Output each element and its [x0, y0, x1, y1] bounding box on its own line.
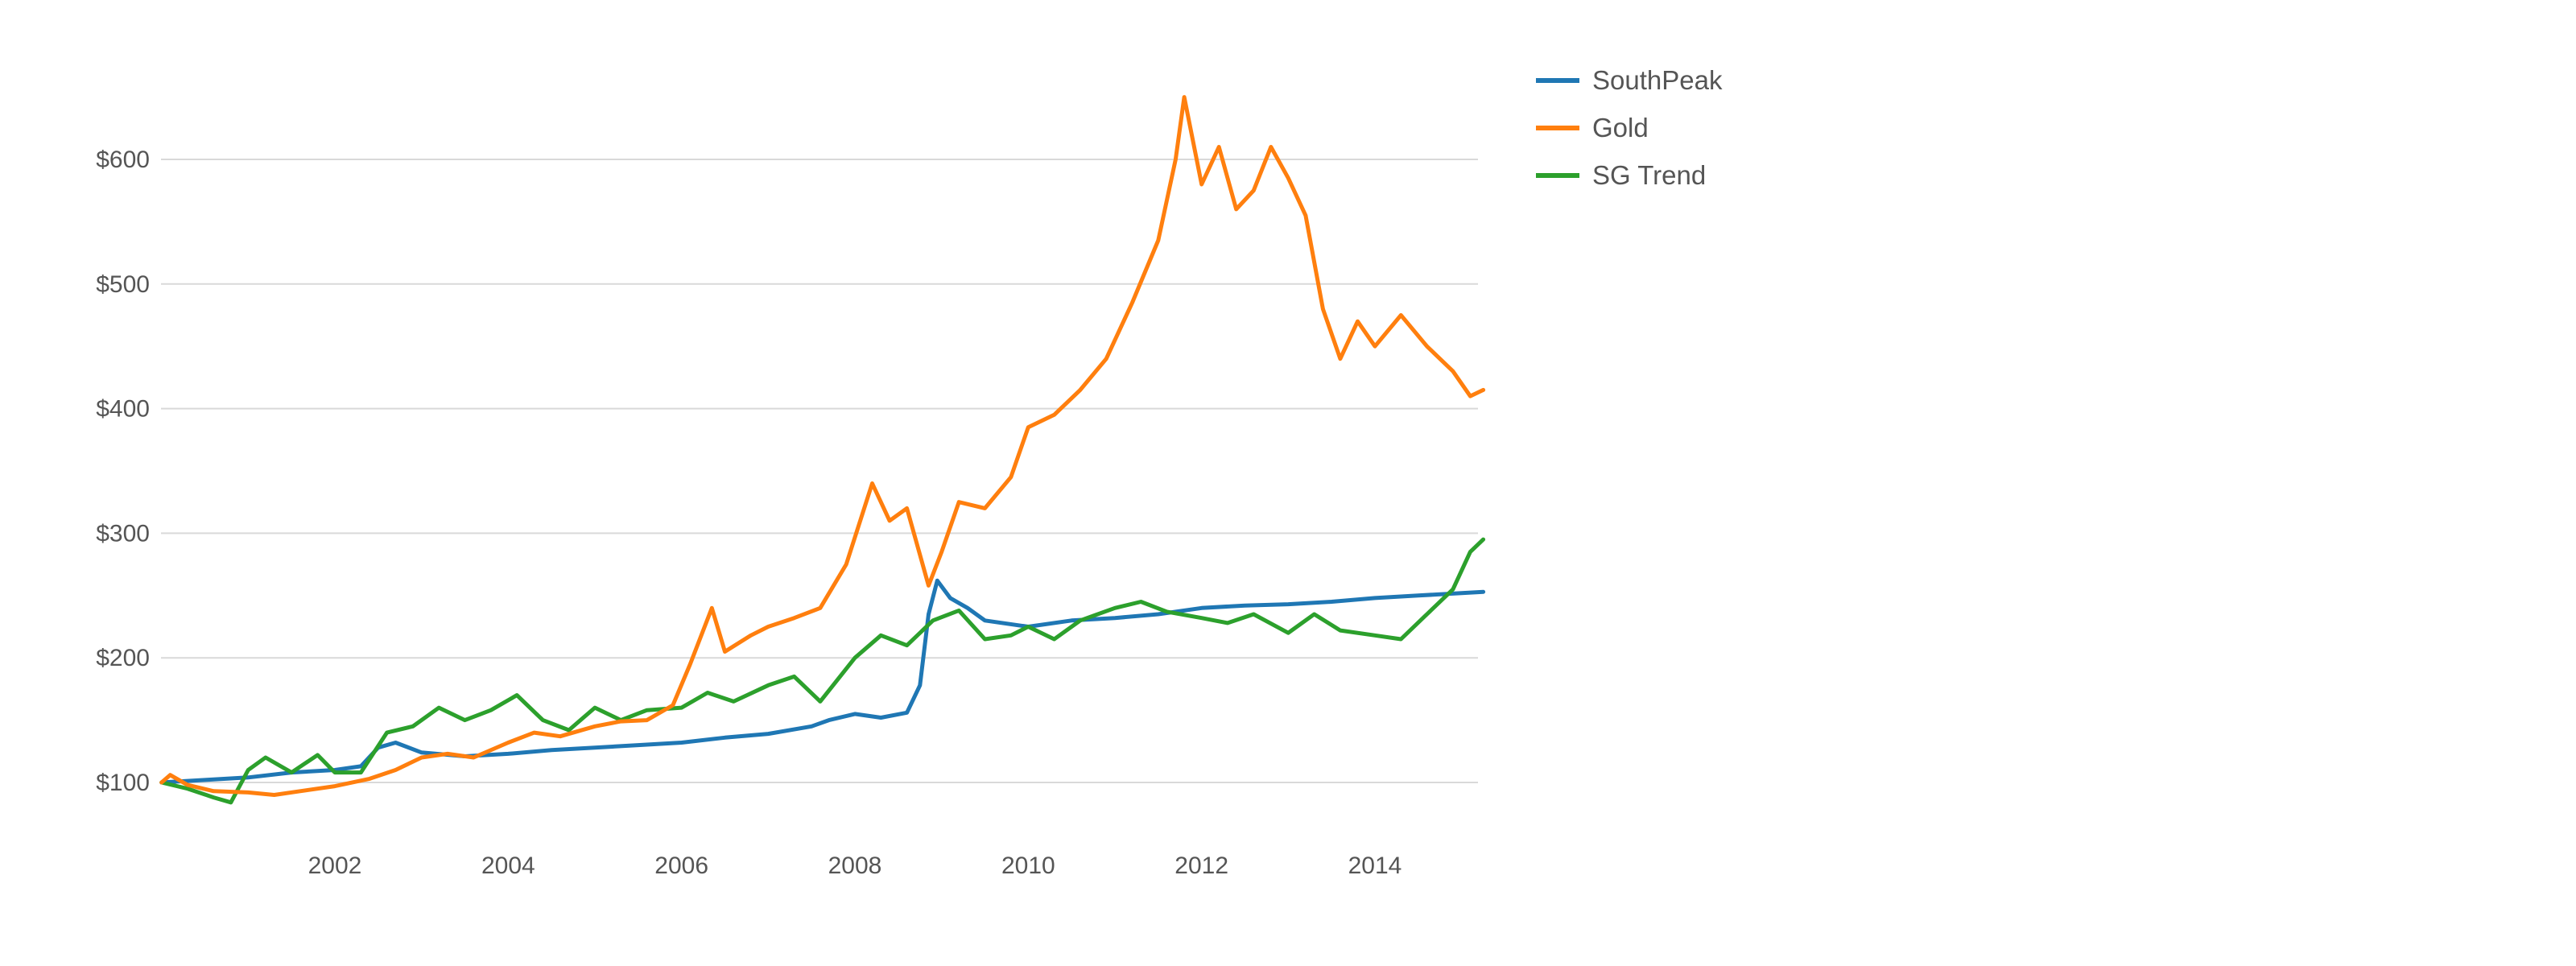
x-tick-label: 2004 [481, 852, 535, 879]
x-tick-label: 2014 [1348, 852, 1402, 879]
y-tick-label: $500 [96, 271, 150, 298]
legend-label: Gold [1592, 113, 1649, 142]
legend: SouthPeak Gold SG Trend [1536, 65, 1723, 190]
x-axis-tick-labels: 2002 2004 2006 2008 2010 2012 2014 [308, 852, 1402, 879]
y-tick-label: $200 [96, 645, 150, 671]
y-tick-label: $600 [96, 147, 150, 173]
x-tick-label: 2012 [1174, 852, 1228, 879]
y-tick-label: $100 [96, 770, 150, 796]
x-tick-label: 2002 [308, 852, 362, 879]
legend-label: SG Trend [1592, 160, 1706, 190]
series-line-gold [159, 95, 1486, 797]
series-line-southpeak [159, 578, 1486, 785]
y-axis-tick-labels: $100 $200 $300 $400 $500 $600 [96, 147, 150, 796]
legend-label: SouthPeak [1592, 65, 1723, 95]
series-lines [159, 95, 1486, 805]
y-tick-label: $300 [96, 520, 150, 547]
series-line-sg-trend [159, 537, 1486, 805]
x-tick-label: 2008 [828, 852, 882, 879]
y-tick-label: $400 [96, 396, 150, 423]
y-gridlines [161, 159, 1478, 783]
x-tick-label: 2010 [1001, 852, 1055, 879]
x-tick-label: 2006 [654, 852, 708, 879]
